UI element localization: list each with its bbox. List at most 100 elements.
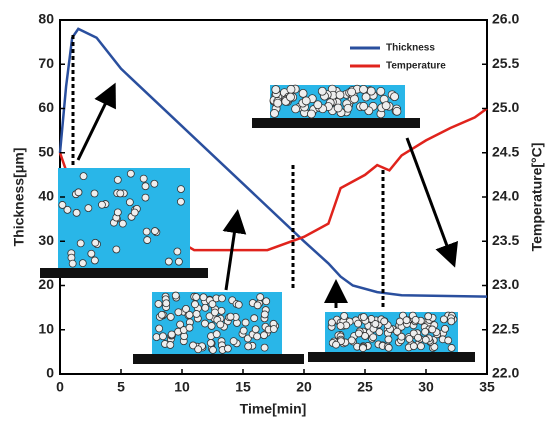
particle (417, 342, 425, 351)
particle (76, 239, 85, 248)
legend-label: Thickness (386, 43, 435, 54)
x-tick-label: 35 (479, 379, 495, 395)
y-tick-label: 60 (38, 99, 54, 115)
particle (384, 335, 393, 344)
particle (262, 297, 271, 306)
particle (313, 100, 323, 110)
particle (130, 208, 139, 217)
x-tick-label: 15 (235, 379, 251, 395)
particle (125, 198, 134, 207)
particle (159, 332, 167, 341)
particle (212, 330, 221, 339)
particle (380, 317, 389, 326)
particle (359, 313, 368, 321)
particle (253, 301, 262, 310)
particle (223, 344, 232, 353)
particle (174, 308, 183, 317)
particle (164, 257, 173, 266)
particle (84, 204, 93, 213)
particle (286, 84, 296, 94)
particle (347, 87, 356, 97)
y2-tick-label: 23.5 (492, 232, 519, 248)
y2-tick-label: 24.5 (492, 143, 519, 159)
y-tick-label: 50 (38, 143, 54, 159)
particle (171, 291, 180, 300)
particle (63, 205, 72, 214)
particle (166, 341, 175, 349)
particle (392, 106, 402, 116)
particle (332, 340, 340, 349)
particle (98, 200, 106, 209)
particle (87, 249, 96, 258)
particle (113, 208, 122, 217)
particle (384, 343, 393, 352)
y2-tick-label: 26.0 (492, 11, 519, 27)
particle (205, 312, 214, 321)
particle (256, 293, 265, 301)
particle (397, 332, 406, 341)
particle (218, 294, 226, 303)
particle (72, 208, 81, 217)
particle (333, 103, 343, 113)
particle (447, 317, 456, 326)
y2-tick-label: 22.0 (492, 365, 519, 381)
particle (176, 320, 185, 329)
particle (327, 318, 336, 327)
particle (162, 299, 171, 308)
particle (58, 201, 67, 209)
particle (143, 236, 152, 244)
particle (244, 342, 253, 351)
particle (176, 197, 185, 206)
particle (269, 325, 278, 333)
particle (253, 332, 262, 341)
annotations (71, 35, 385, 310)
particle (409, 342, 418, 351)
y2-axis-label: Temperature[°C] (529, 143, 545, 252)
x-tick-label: 0 (56, 379, 64, 395)
particle (174, 257, 183, 266)
particle (166, 313, 175, 321)
inset-substrate (308, 352, 475, 362)
particle (260, 343, 269, 352)
y2-tick-label: 22.5 (492, 320, 519, 336)
inset-film (58, 168, 190, 268)
inset-substrate (133, 354, 304, 364)
particle (154, 300, 163, 308)
particle (271, 85, 281, 94)
particle (366, 86, 376, 96)
legend: Thickness Temperature (350, 43, 446, 72)
particle (375, 328, 384, 336)
particle (207, 322, 216, 330)
insets (40, 84, 475, 364)
particle (229, 337, 238, 346)
particle (251, 325, 260, 334)
inset-substrate (252, 118, 420, 128)
particle (444, 336, 453, 345)
particle (354, 329, 363, 338)
particle (421, 335, 430, 344)
particle (405, 334, 414, 343)
particle (217, 306, 226, 315)
particle (421, 327, 430, 336)
y-axis-label: Thickness[μm] (11, 148, 27, 247)
particle (118, 219, 127, 228)
particle (194, 345, 203, 354)
particle (347, 336, 356, 345)
particle (298, 88, 308, 98)
particle (90, 189, 99, 198)
particle (390, 92, 399, 101)
x-tick-label: 25 (357, 379, 373, 395)
inset-substrate (40, 268, 208, 278)
particle (428, 325, 437, 334)
particle (141, 182, 150, 191)
particle (369, 333, 378, 342)
y2-tick-label: 24.0 (492, 188, 519, 204)
particle (173, 247, 182, 256)
particle (90, 256, 99, 265)
particle (239, 326, 248, 335)
particle (317, 86, 327, 96)
y-tick-label: 20 (38, 276, 54, 292)
particle (371, 320, 380, 328)
particle (113, 175, 122, 184)
